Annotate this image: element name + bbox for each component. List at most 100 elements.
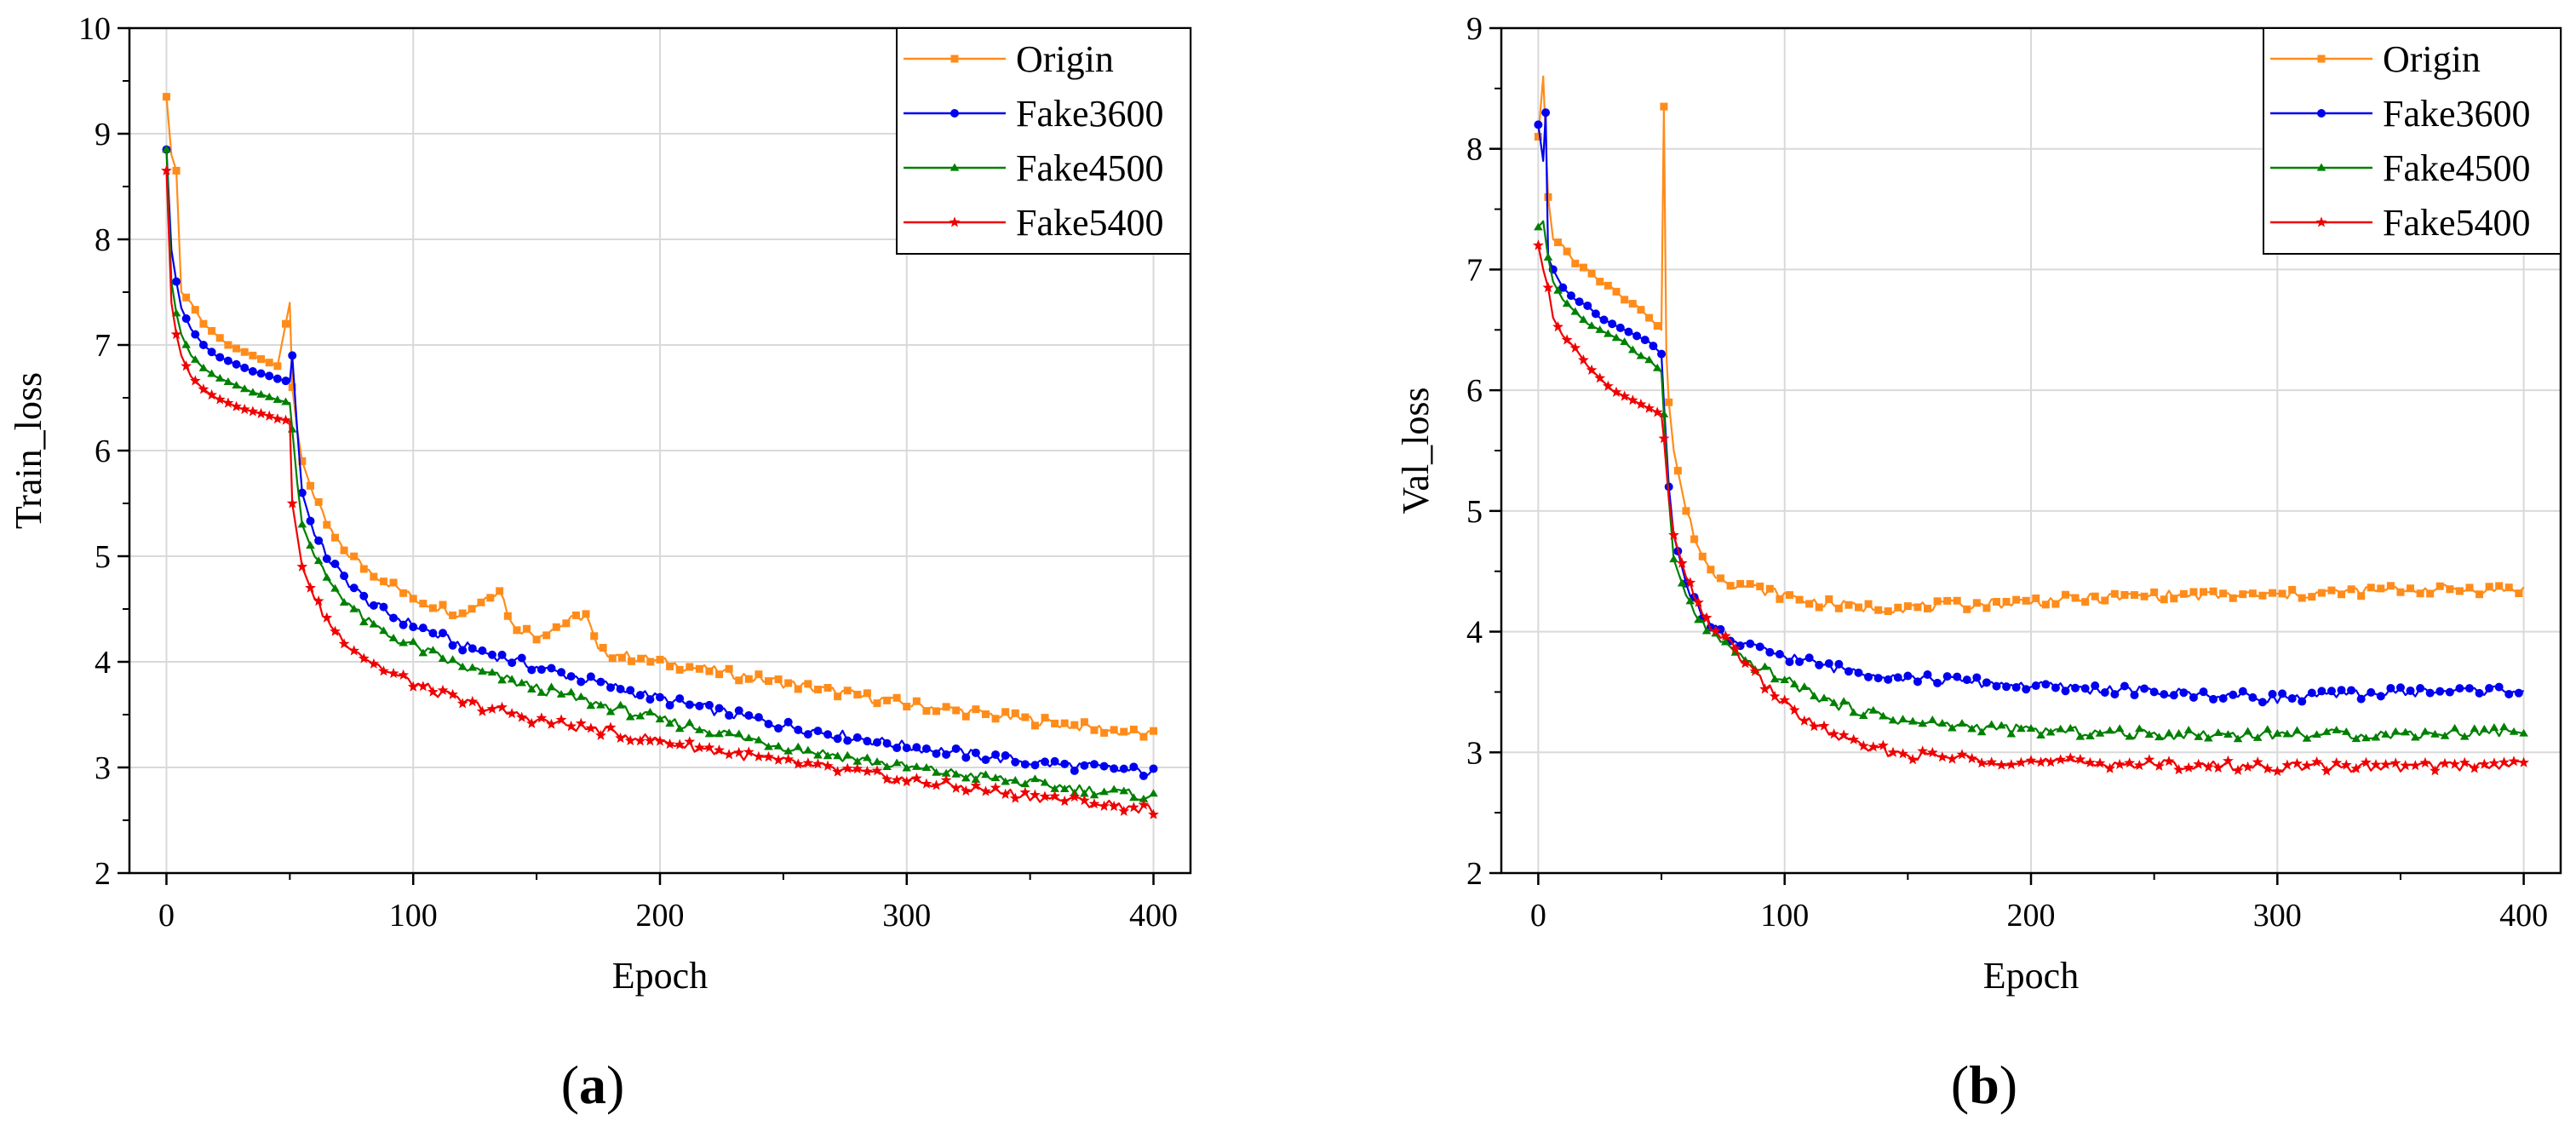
data-point-fake5400 bbox=[2064, 752, 2076, 763]
data-point-fake4500 bbox=[2154, 733, 2164, 741]
data-point-fake3600 bbox=[734, 706, 743, 715]
data-point-fake5400 bbox=[358, 652, 370, 664]
data-point-fake4500 bbox=[2342, 727, 2351, 735]
data-point-origin bbox=[1628, 300, 1637, 308]
data-point-origin bbox=[1612, 287, 1621, 296]
data-point-origin bbox=[1041, 714, 1049, 722]
data-point-origin bbox=[2298, 594, 2306, 602]
data-point-fake3600 bbox=[823, 730, 833, 739]
data-point-fake3600 bbox=[1824, 658, 1833, 668]
data-point-fake4500 bbox=[1858, 711, 1868, 720]
data-point-fake4500 bbox=[1987, 720, 1997, 728]
data-point-fake5400 bbox=[2419, 756, 2431, 768]
data-point-origin bbox=[468, 605, 476, 613]
data-point-fake4500 bbox=[2174, 728, 2183, 737]
data-point-fake3600 bbox=[2209, 694, 2218, 704]
data-point-fake5400 bbox=[1857, 740, 1869, 751]
data-point-fake5400 bbox=[272, 413, 284, 424]
data-point-fake3600 bbox=[1775, 650, 1784, 659]
data-point-fake5400 bbox=[238, 403, 250, 415]
data-point-fake5400 bbox=[2292, 757, 2303, 768]
data-point-fake3600 bbox=[2485, 684, 2494, 693]
data-point-fake4500 bbox=[981, 770, 990, 779]
data-point-fake3600 bbox=[232, 359, 241, 369]
data-point-fake5400 bbox=[437, 684, 449, 695]
data-point-fake3600 bbox=[1566, 291, 1575, 301]
data-point-fake5400 bbox=[1602, 380, 1614, 391]
data-point-fake5400 bbox=[1127, 802, 1139, 813]
data-point-origin bbox=[2515, 589, 2523, 598]
data-point-fake3600 bbox=[1139, 771, 1148, 780]
panel-label-a-letter: a bbox=[579, 1054, 606, 1115]
data-point-fake4500 bbox=[2440, 731, 2450, 739]
data-point-fake3600 bbox=[1785, 658, 1794, 667]
data-point-fake4500 bbox=[1720, 637, 1730, 646]
data-point-origin bbox=[191, 306, 199, 314]
data-point-origin bbox=[2091, 592, 2099, 600]
data-point-origin bbox=[2446, 585, 2454, 594]
y-tick-label: 4 bbox=[95, 645, 111, 681]
data-point-fake5400 bbox=[1578, 354, 1589, 365]
data-point-fake4500 bbox=[1694, 615, 1703, 623]
data-point-fake3600 bbox=[1119, 764, 1128, 773]
data-point-fake3600 bbox=[1903, 671, 1913, 681]
data-point-fake5400 bbox=[852, 762, 863, 774]
data-point-fake4500 bbox=[833, 751, 842, 760]
data-point-fake5400 bbox=[476, 705, 488, 716]
data-point-fake5400 bbox=[231, 400, 242, 411]
data-point-fake3600 bbox=[1541, 108, 1551, 118]
data-point-fake4500 bbox=[2223, 730, 2233, 738]
data-point-fake5400 bbox=[1594, 372, 1606, 383]
data-point-fake5400 bbox=[674, 738, 686, 750]
data-point-origin bbox=[784, 679, 793, 687]
data-point-fake3600 bbox=[2347, 686, 2356, 695]
data-point-fake5400 bbox=[743, 746, 754, 757]
data-point-fake4500 bbox=[1849, 708, 1858, 716]
data-point-fake5400 bbox=[330, 625, 341, 636]
data-point-origin bbox=[1756, 583, 1764, 591]
data-point-origin bbox=[208, 326, 216, 335]
data-point-fake3600 bbox=[389, 613, 399, 623]
data-point-origin bbox=[1579, 263, 1587, 272]
data-point-fake3600 bbox=[1765, 647, 1775, 657]
data-point-fake5400 bbox=[871, 765, 883, 776]
data-point-fake5400 bbox=[645, 735, 656, 746]
data-point-fake5400 bbox=[1828, 728, 1839, 739]
data-point-fake5400 bbox=[206, 388, 217, 400]
data-point-fake5400 bbox=[891, 774, 903, 785]
data-point-fake3600 bbox=[181, 314, 191, 323]
data-point-fake3600 bbox=[2337, 686, 2346, 695]
data-point-fake5400 bbox=[1542, 281, 1554, 293]
data-point-fake5400 bbox=[525, 717, 537, 728]
data-point-fake5400 bbox=[684, 736, 696, 747]
data-point-origin bbox=[2495, 582, 2504, 590]
data-point-fake4500 bbox=[1534, 222, 1543, 231]
data-point-fake5400 bbox=[2380, 758, 2391, 770]
data-point-fake3600 bbox=[557, 668, 566, 677]
data-point-fake3600 bbox=[1041, 757, 1050, 767]
data-point-fake5400 bbox=[2016, 756, 2027, 767]
data-point-fake4500 bbox=[1570, 307, 1581, 315]
legend-marker bbox=[950, 109, 959, 118]
data-point-fake3600 bbox=[265, 371, 274, 381]
data-point-fake5400 bbox=[832, 766, 844, 777]
data-point-fake5400 bbox=[763, 750, 774, 762]
data-point-fake5400 bbox=[2223, 755, 2234, 766]
data-point-fake4500 bbox=[223, 377, 233, 385]
data-point-origin bbox=[2327, 586, 2336, 595]
data-point-origin bbox=[1785, 591, 1793, 600]
data-point-fake5400 bbox=[398, 669, 410, 680]
panel-label-b-letter: b bbox=[1969, 1054, 1999, 1115]
data-point-origin bbox=[1795, 595, 1804, 604]
data-point-fake3600 bbox=[863, 737, 872, 746]
data-point-fake5400 bbox=[1788, 704, 1800, 715]
data-point-origin bbox=[1834, 604, 1843, 612]
data-point-origin bbox=[1943, 596, 1952, 605]
data-point-fake3600 bbox=[2425, 688, 2435, 698]
data-point-fake4500 bbox=[921, 763, 932, 771]
y-tick-label: 9 bbox=[1466, 11, 1483, 47]
data-point-fake4500 bbox=[2065, 723, 2075, 732]
data-point-fake5400 bbox=[615, 732, 627, 744]
data-point-fake4500 bbox=[1050, 784, 1059, 792]
data-point-fake5400 bbox=[841, 762, 853, 773]
